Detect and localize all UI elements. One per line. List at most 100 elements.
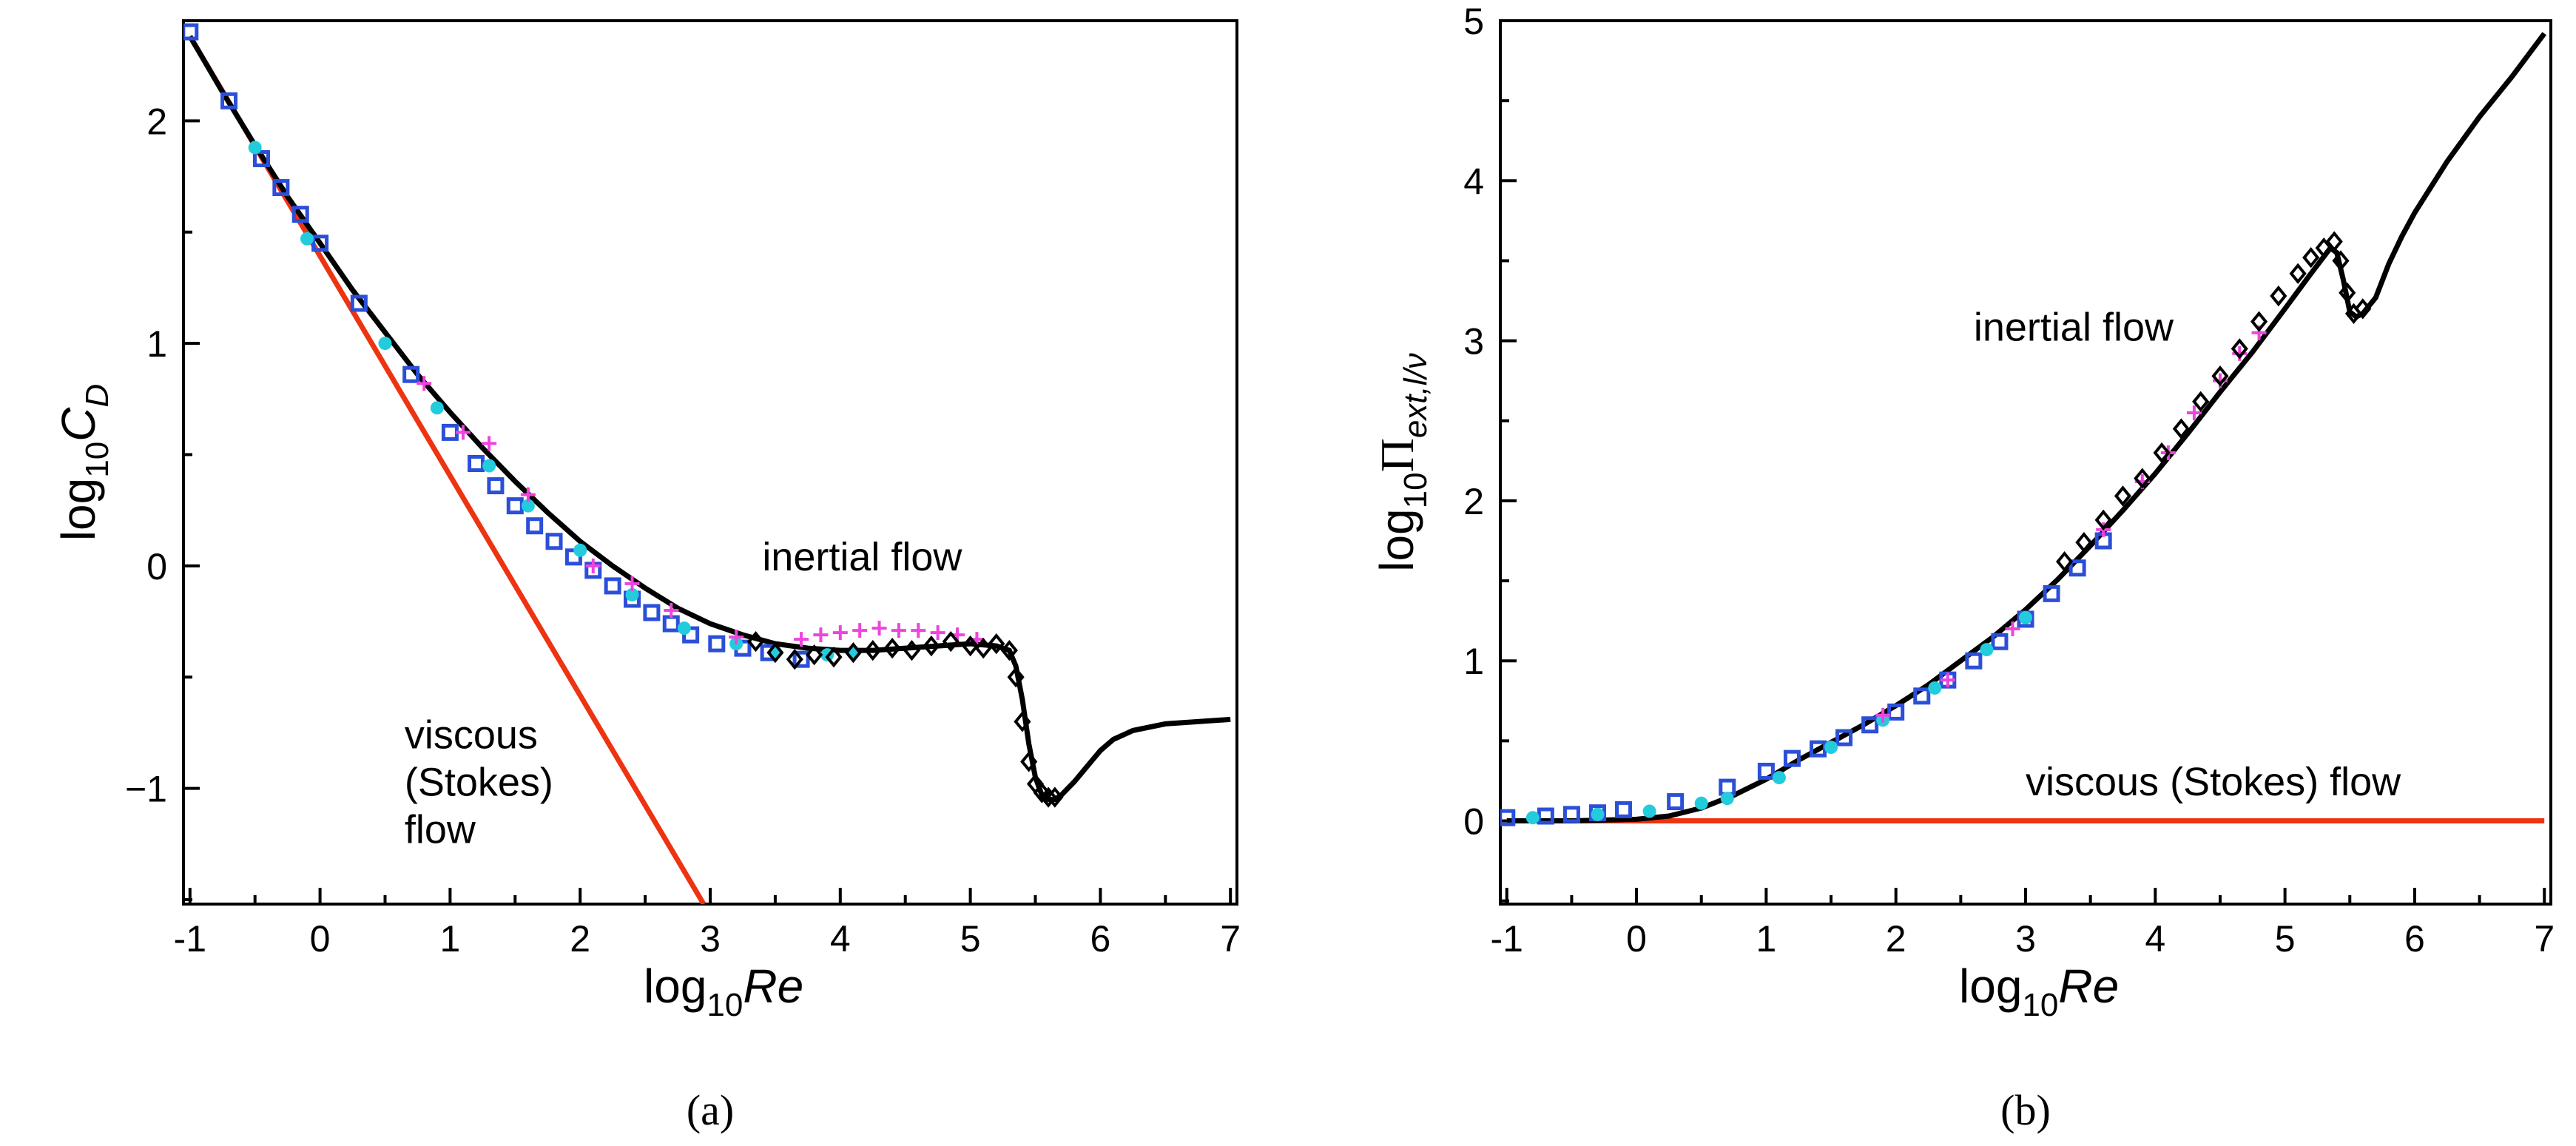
y-tick-label: 2	[146, 101, 167, 142]
data-point-diamond	[974, 637, 992, 659]
data-point-diamond	[2114, 485, 2132, 507]
annotation-line: inertial flow	[1974, 306, 2174, 350]
x-tick-label: 3	[2015, 918, 2036, 960]
data-point-square	[662, 615, 680, 633]
annotation-line: viscous	[405, 712, 538, 757]
x-axis-label-sub: 10	[2022, 987, 2058, 1023]
data-point-diamond	[746, 630, 765, 653]
x-tick-label: 1	[1756, 918, 1776, 960]
x-axis-label-sub: 10	[707, 987, 743, 1023]
data-point-cross	[729, 630, 744, 645]
data-point-diamond	[903, 639, 921, 661]
x-tick-label: 0	[310, 918, 331, 960]
x-tick-label: -1	[174, 918, 206, 960]
data-point-diamond	[1007, 667, 1025, 688]
data-point-dot	[430, 401, 444, 415]
data-point-cross	[911, 623, 926, 638]
data-point-cross	[455, 425, 471, 440]
data-point-diamond	[825, 647, 843, 668]
y-tick-label: 2	[1463, 481, 1484, 522]
data-point-square	[506, 497, 524, 515]
data-point-diamond	[844, 641, 862, 664]
data-point-dot	[378, 337, 392, 351]
data-point-cross	[482, 436, 497, 451]
data-point-diamond	[2231, 338, 2248, 360]
y-tick-label: 1	[146, 323, 167, 365]
data-point-diamond	[2354, 298, 2372, 320]
data-point-diamond	[2134, 468, 2151, 489]
data-point-square	[220, 92, 238, 109]
data-point-diamond	[2332, 250, 2350, 272]
x-tick-label: 3	[700, 918, 721, 960]
x-axis-label: log10Re	[644, 960, 803, 1023]
data-point-square	[1757, 762, 1775, 780]
data-point-diamond	[883, 637, 901, 659]
data-point-square	[792, 650, 810, 668]
data-point-cross	[1875, 707, 1891, 723]
data-point-square	[350, 294, 368, 312]
data-point-cross	[852, 623, 868, 638]
annotation: viscous (Stokes) flow	[2026, 760, 2401, 804]
x-axis-label-var: Re	[743, 960, 803, 1013]
data-point-diamond	[2270, 285, 2287, 307]
data-point-cross	[891, 623, 906, 638]
data-point-diamond	[2211, 365, 2229, 387]
data-point-square	[1835, 729, 1853, 746]
data-point-diamond	[864, 639, 882, 661]
data-point-square	[1667, 793, 1685, 811]
data-point-square	[1615, 800, 1633, 818]
data-point-diamond	[1039, 786, 1057, 808]
y-axis-label-var: Π	[1371, 438, 1423, 472]
data-point-dot	[248, 141, 262, 155]
data-point-square	[1991, 633, 2009, 650]
data-point-diamond	[2056, 550, 2074, 573]
data-point-dot	[1980, 643, 1994, 657]
data-point-cross	[832, 625, 848, 641]
data-point-dot	[1928, 681, 1942, 695]
data-point-diamond	[942, 630, 960, 653]
data-point-square	[708, 635, 726, 653]
data-point-diamond	[2289, 263, 2307, 284]
data-point-diamond	[2302, 246, 2320, 269]
annotation: inertial flow	[762, 535, 962, 579]
data-point-cross	[813, 627, 829, 643]
data-point-diamond	[2153, 442, 2171, 464]
x-tick-label: 4	[2145, 918, 2165, 960]
data-point-square	[1887, 703, 1905, 721]
data-point-square	[1913, 687, 1931, 705]
y-axis-label-varsub: ext,l/ν	[1397, 353, 1434, 438]
y-tick-label: 5	[1463, 1, 1484, 42]
data-point-square	[183, 23, 199, 41]
data-point-dot	[1525, 811, 1540, 825]
y-tick-label: 4	[1463, 161, 1484, 202]
data-point-square	[487, 477, 505, 495]
x-tick-label: 5	[2275, 918, 2296, 960]
x-tick-label: 1	[439, 918, 460, 960]
data-point-diamond	[2094, 509, 2112, 531]
x-tick-label: 7	[1220, 918, 1241, 960]
data-point-diamond	[2315, 237, 2333, 259]
data-point-cross	[1940, 673, 1955, 688]
data-point-diamond	[2250, 311, 2268, 332]
x-tick-label: 2	[570, 918, 590, 960]
data-point-diamond	[1014, 711, 1031, 732]
x-tick-label: 7	[2534, 918, 2555, 960]
data-point-cross	[2186, 405, 2202, 420]
data-point-diamond	[766, 641, 784, 664]
data-point-dot	[1694, 796, 1708, 810]
chart-panel-a: -1 0 1 2 3 4 5 6 7−1012log10Relog10CD(a)inertial…	[52, 19, 1241, 1134]
data-point-dot	[677, 621, 691, 636]
data-point-square	[1783, 749, 1801, 767]
data-point-dot	[2019, 610, 2032, 624]
x-tick-label: 4	[830, 918, 851, 960]
data-point-diamond	[1000, 639, 1018, 661]
data-point-square	[604, 577, 621, 595]
data-point-square	[1861, 716, 1879, 734]
data-point-diamond	[988, 633, 1005, 655]
plot-frame	[182, 19, 1238, 906]
data-point-square	[526, 517, 544, 535]
y-tick-label: 0	[146, 546, 167, 587]
y-axis-label-base: log	[52, 478, 105, 541]
data-point-cross	[585, 558, 601, 573]
